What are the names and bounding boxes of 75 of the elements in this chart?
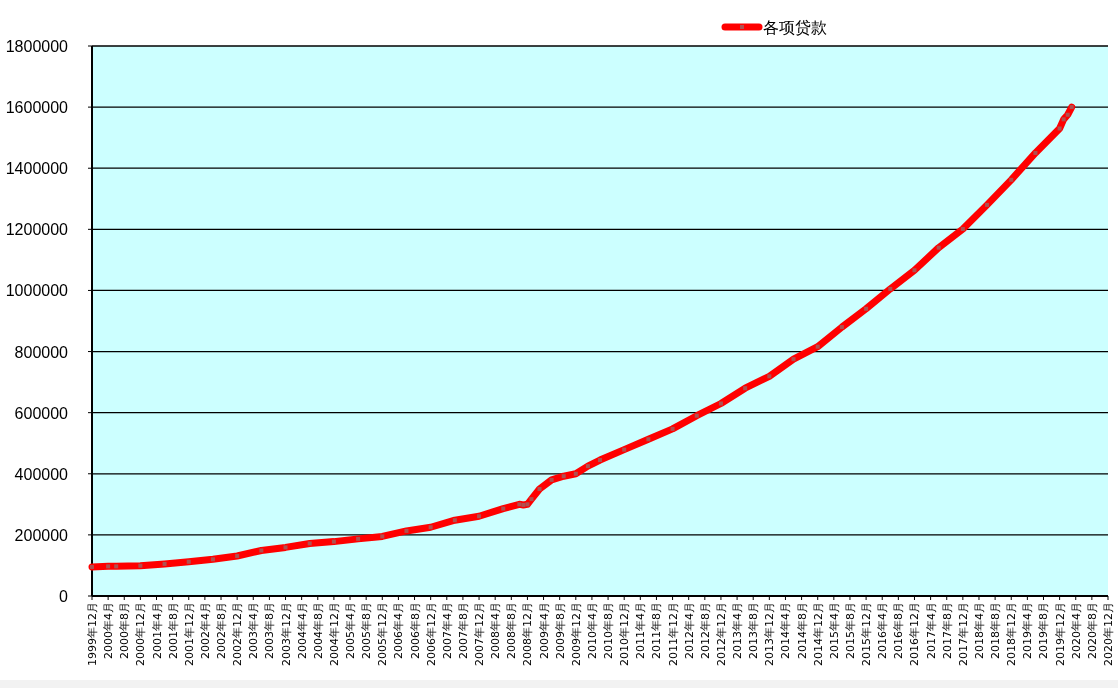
x-tick-label: 2009年8月 [553,602,567,659]
x-tick-label: 2011年12月 [666,602,680,666]
x-tick-label: 2007年8月 [456,602,470,659]
y-tick-label: 0 [59,588,69,605]
x-tick-label: 2003年8月 [263,602,277,659]
y-tick-label: 1200000 [5,221,69,239]
x-tick-label: 2006年4月 [392,602,406,659]
y-tick-label: 1600000 [5,99,69,117]
x-tick-label: 2019年8月 [1037,602,1051,659]
x-tick-label: 2004年8月 [311,602,325,659]
x-tick-label: 2001年12月 [182,602,196,666]
x-tick-label: 2011年4月 [634,602,648,659]
x-tick-label: 2005年4月 [344,602,358,659]
x-tick-label: 2000年8月 [118,602,132,659]
x-tick-label: 2000年4月 [102,602,116,659]
x-tick-label: 2015年8月 [843,602,857,659]
x-tick-label: 2001年4月 [150,602,164,659]
x-tick-label: 2013年4月 [731,602,745,659]
y-tick-label: 800000 [14,343,69,361]
x-tick-label: 2015年4月 [827,602,841,659]
x-tick-label: 2003年4月 [247,602,261,659]
y-tick-label: 1000000 [5,282,69,300]
x-tick-label: 2012年12月 [714,602,728,666]
y-tick-label: 600000 [14,404,69,422]
x-tick-label: 2001年8月 [166,602,180,659]
x-tick-label: 2010年8月 [602,602,616,659]
x-tick-label: 2019年12月 [1053,602,1067,666]
x-tick-label: 2004年4月 [295,602,309,659]
x-tick-label: 2008年12月 [521,602,535,666]
x-tick-label: 2003年12月 [279,602,293,666]
x-tick-label: 2020年12月 [1102,602,1115,666]
x-tick-label: 2012年4月 [682,602,696,659]
x-tick-label: 2020年4月 [1069,602,1083,659]
y-tick-label: 400000 [14,465,69,483]
x-tick-label: 2008年4月 [489,602,503,659]
x-tick-label: 2020年8月 [1085,602,1099,659]
x-tick-label: 2009年4月 [537,602,551,659]
x-tick-label: 2017年4月 [924,602,938,659]
x-tick-label: 2018年12月 [1005,602,1019,666]
x-tick-label: 2008年8月 [505,602,519,659]
x-tick-label: 2005年12月 [376,602,390,666]
y-tick-label: 200000 [14,526,69,544]
legend-label: 各项贷款 [763,18,827,37]
x-tick-label: 2014年12月 [811,602,825,666]
x-tick-label: 2009年12月 [569,602,583,666]
x-tick-label: 2006年12月 [424,602,438,666]
x-tick-label: 2017年8月 [940,602,954,659]
x-tick-label: 2002年12月 [231,602,245,666]
x-tick-label: 2004年12月 [327,602,341,666]
x-tick-label: 2016年4月 [876,602,890,659]
x-tick-label: 2002年4月 [198,602,212,659]
x-tick-label: 2018年8月 [989,602,1003,659]
x-tick-label: 2016年8月 [892,602,906,659]
y-tick-label: 1800000 [5,38,69,55]
x-tick-label: 2012年8月 [698,602,712,659]
x-tick-label: 2007年12月 [473,602,487,666]
x-tick-label: 2019年4月 [1021,602,1035,659]
x-tick-label: 2005年8月 [360,602,374,659]
x-tick-label: 2016年12月 [908,602,922,666]
x-tick-label: 2010年4月 [585,602,599,659]
x-tick-label: 2013年8月 [747,602,761,659]
x-tick-label: 2011年8月 [650,602,664,659]
x-tick-label: 1999年12月 [86,602,99,666]
x-tick-label: 2018年4月 [972,602,986,659]
x-tick-label: 2014年8月 [795,602,809,659]
x-tick-label: 2000年12月 [134,602,148,666]
x-tick-label: 2013年12月 [763,602,777,666]
x-tick-label: 2007年4月 [440,602,454,659]
x-tick-label: 2014年4月 [779,602,793,659]
x-tick-label: 2006年8月 [408,602,422,659]
x-tick-label: 2002年8月 [215,602,229,659]
x-tick-label: 2017年12月 [956,602,970,666]
y-tick-label: 1400000 [5,160,69,178]
x-tick-label: 2015年12月 [860,602,874,666]
x-tick-label: 2010年12月 [618,602,632,666]
